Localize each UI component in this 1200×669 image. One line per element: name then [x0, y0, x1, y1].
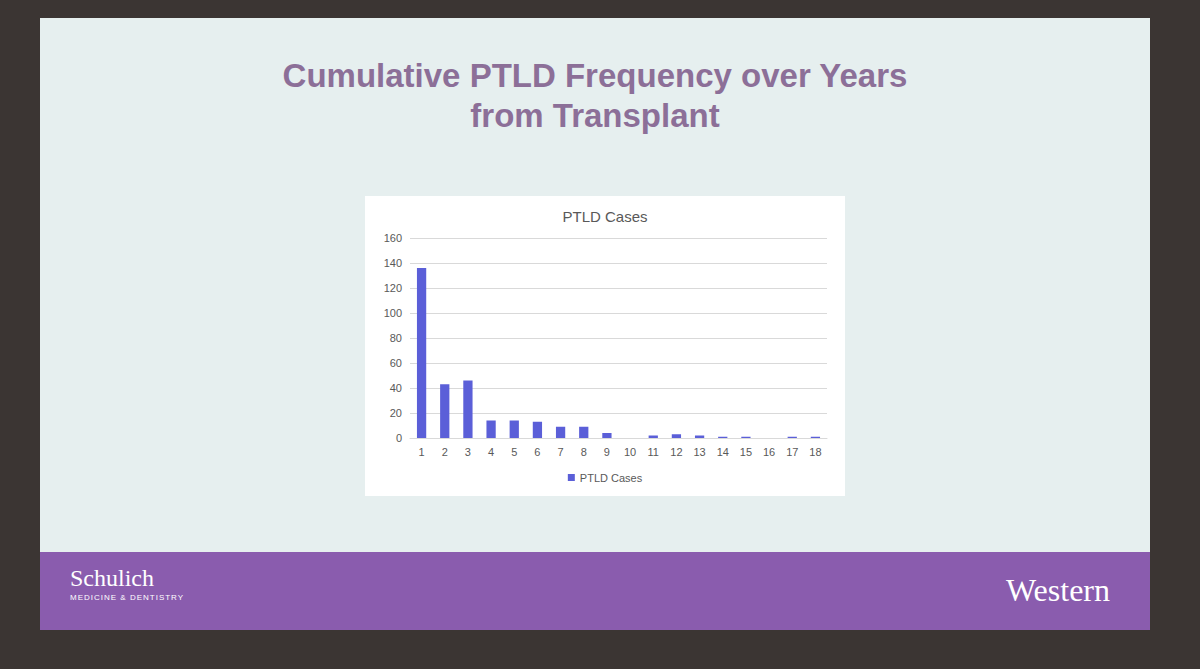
svg-text:100: 100 [384, 307, 402, 319]
svg-text:80: 80 [390, 332, 402, 344]
html-text:MEDICINE & DENTISTRY: MEDICINE & DENTISTRY [70, 593, 185, 602]
svg-text:PTLD Cases: PTLD Cases [580, 472, 643, 484]
svg-text:3: 3 [465, 446, 471, 458]
svg-text:16: 16 [763, 446, 775, 458]
svg-text:60: 60 [390, 357, 402, 369]
svg-text:120: 120 [384, 282, 402, 294]
svg-text:13: 13 [693, 446, 705, 458]
svg-text:10: 10 [624, 446, 636, 458]
svg-text:6: 6 [534, 446, 540, 458]
svg-text:0: 0 [396, 432, 402, 444]
svg-text:17: 17 [786, 446, 798, 458]
svg-text:2: 2 [442, 446, 448, 458]
svg-text:11: 11 [648, 446, 659, 458]
html-text:Schulich: Schulich [70, 565, 154, 591]
svg-text:8: 8 [581, 446, 587, 458]
svg-text:14: 14 [717, 446, 729, 458]
svg-text:7: 7 [558, 446, 564, 458]
svg-text:160: 160 [384, 232, 402, 244]
svg-text:5: 5 [511, 446, 517, 458]
svg-text:12: 12 [670, 446, 682, 458]
svg-text:PTLD Cases: PTLD Cases [562, 208, 647, 225]
svg-text:140: 140 [384, 257, 402, 269]
svg-text:9: 9 [604, 446, 610, 458]
svg-text:1: 1 [419, 446, 425, 458]
svg-text:15: 15 [740, 446, 752, 458]
html-text:Western: Western [1006, 572, 1110, 608]
svg-text:40: 40 [390, 382, 402, 394]
svg-text:4: 4 [488, 446, 494, 458]
svg-text:18: 18 [809, 446, 821, 458]
svg-text:20: 20 [390, 407, 402, 419]
html-text:Cumulative PTLD Frequency over: Cumulative PTLD Frequency over Years fro… [282, 57, 908, 134]
